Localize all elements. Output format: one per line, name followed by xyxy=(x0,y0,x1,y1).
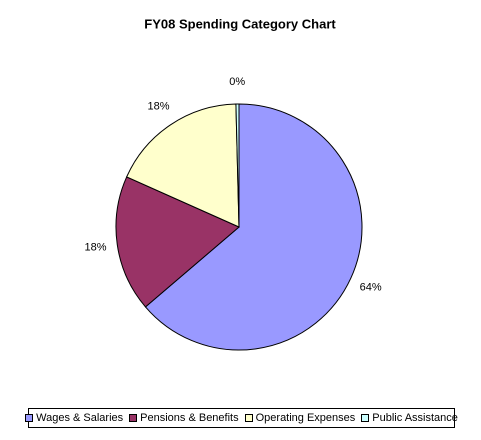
legend-swatch xyxy=(244,414,253,422)
legend-label: Operating Expenses xyxy=(255,412,356,424)
legend-swatch xyxy=(361,414,370,422)
data-label: 64% xyxy=(360,282,382,294)
data-label: 18% xyxy=(148,100,170,112)
data-label: 18% xyxy=(84,242,106,254)
pie-area: FY08 Spending Category Chart 64% 18% 18% 0% xyxy=(84,16,382,351)
legend-item: Wages & Salaries xyxy=(25,412,123,424)
legend-label: Pensions & Benefits xyxy=(140,412,239,424)
pie-slice xyxy=(235,103,240,228)
pie-slice xyxy=(125,103,240,228)
legend: Wages & Salaries Pensions & Benefits Opera… xyxy=(25,408,458,428)
legend-label: Public Assistance xyxy=(372,412,458,424)
legend-swatch xyxy=(25,414,34,422)
chart-title: FY08 Spending Category Chart xyxy=(144,16,336,31)
legend-item: Pensions & Benefits xyxy=(129,412,239,424)
legend-item: Public Assistance xyxy=(361,412,458,424)
data-label: 0% xyxy=(229,76,245,88)
legend-label: Wages & Salaries xyxy=(36,412,124,424)
legend-swatch xyxy=(129,414,138,422)
pie-slice xyxy=(144,103,363,351)
legend-item: Operating Expenses xyxy=(244,412,356,424)
pie-slice xyxy=(115,176,240,308)
